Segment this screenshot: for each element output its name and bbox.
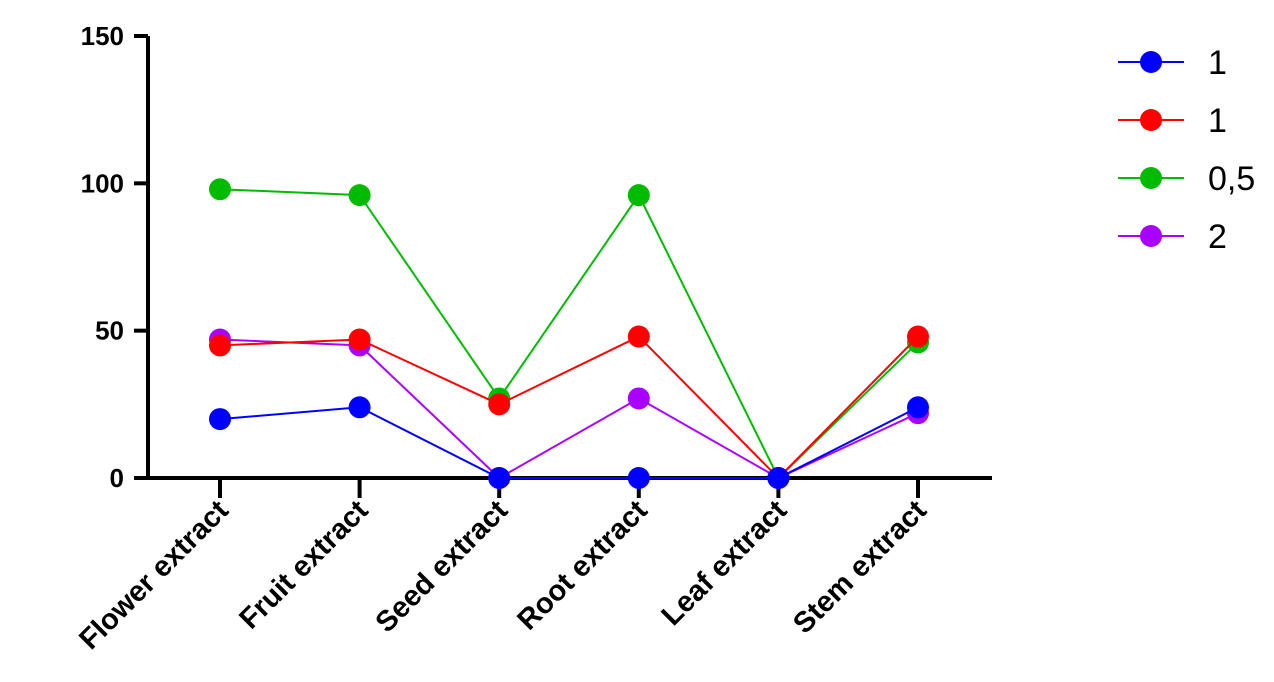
data-point — [627, 467, 650, 489]
y-tick-label: 50 — [95, 316, 124, 346]
data-point — [488, 393, 511, 416]
legend-entry: 0,5 — [1118, 160, 1255, 198]
y-tick-label: 100 — [81, 168, 124, 198]
data-point — [907, 396, 929, 419]
series-2 — [209, 178, 929, 489]
data-point — [767, 467, 790, 489]
data-point — [209, 408, 231, 431]
x-tick-label: Fruit extract — [233, 494, 374, 635]
x-tick-label: Stem extract — [787, 494, 933, 640]
data-point — [907, 325, 929, 348]
data-point — [348, 396, 371, 419]
data-point — [627, 325, 650, 348]
legend-marker — [1140, 225, 1162, 247]
legend-label: 1 — [1208, 102, 1227, 140]
series-line — [219, 338, 919, 480]
legend-entry: 1 — [1118, 44, 1227, 82]
data-point — [627, 387, 650, 410]
y-tick-label: 150 — [81, 21, 124, 51]
legend-entry: 1 — [1118, 102, 1227, 140]
legend-label: 2 — [1208, 218, 1227, 256]
series-layer — [209, 178, 929, 489]
data-point — [627, 184, 650, 207]
legend: 110,52 — [1118, 44, 1255, 256]
x-tick-label: Flower extract — [73, 494, 235, 656]
data-point — [348, 328, 371, 351]
legend-marker — [1140, 109, 1162, 131]
x-tick-label: Leaf extract — [656, 494, 794, 632]
series-1 — [209, 325, 929, 489]
legend-marker — [1140, 51, 1162, 73]
data-point — [209, 178, 231, 201]
legend-entry: 2 — [1118, 218, 1227, 256]
data-point — [348, 184, 371, 207]
legend-marker — [1140, 167, 1162, 189]
data-point — [209, 334, 231, 357]
legend-label: 1 — [1208, 44, 1227, 82]
series-line — [219, 406, 919, 479]
data-point — [488, 467, 511, 489]
x-tick-label: Seed extract — [370, 494, 515, 639]
series-line — [219, 188, 919, 480]
series-0 — [209, 396, 929, 489]
series-3 — [209, 328, 929, 489]
series-line — [219, 335, 919, 480]
x-tick-label: Root extract — [511, 494, 654, 637]
legend-label: 0,5 — [1208, 160, 1255, 198]
y-tick-label: 0 — [110, 463, 124, 493]
